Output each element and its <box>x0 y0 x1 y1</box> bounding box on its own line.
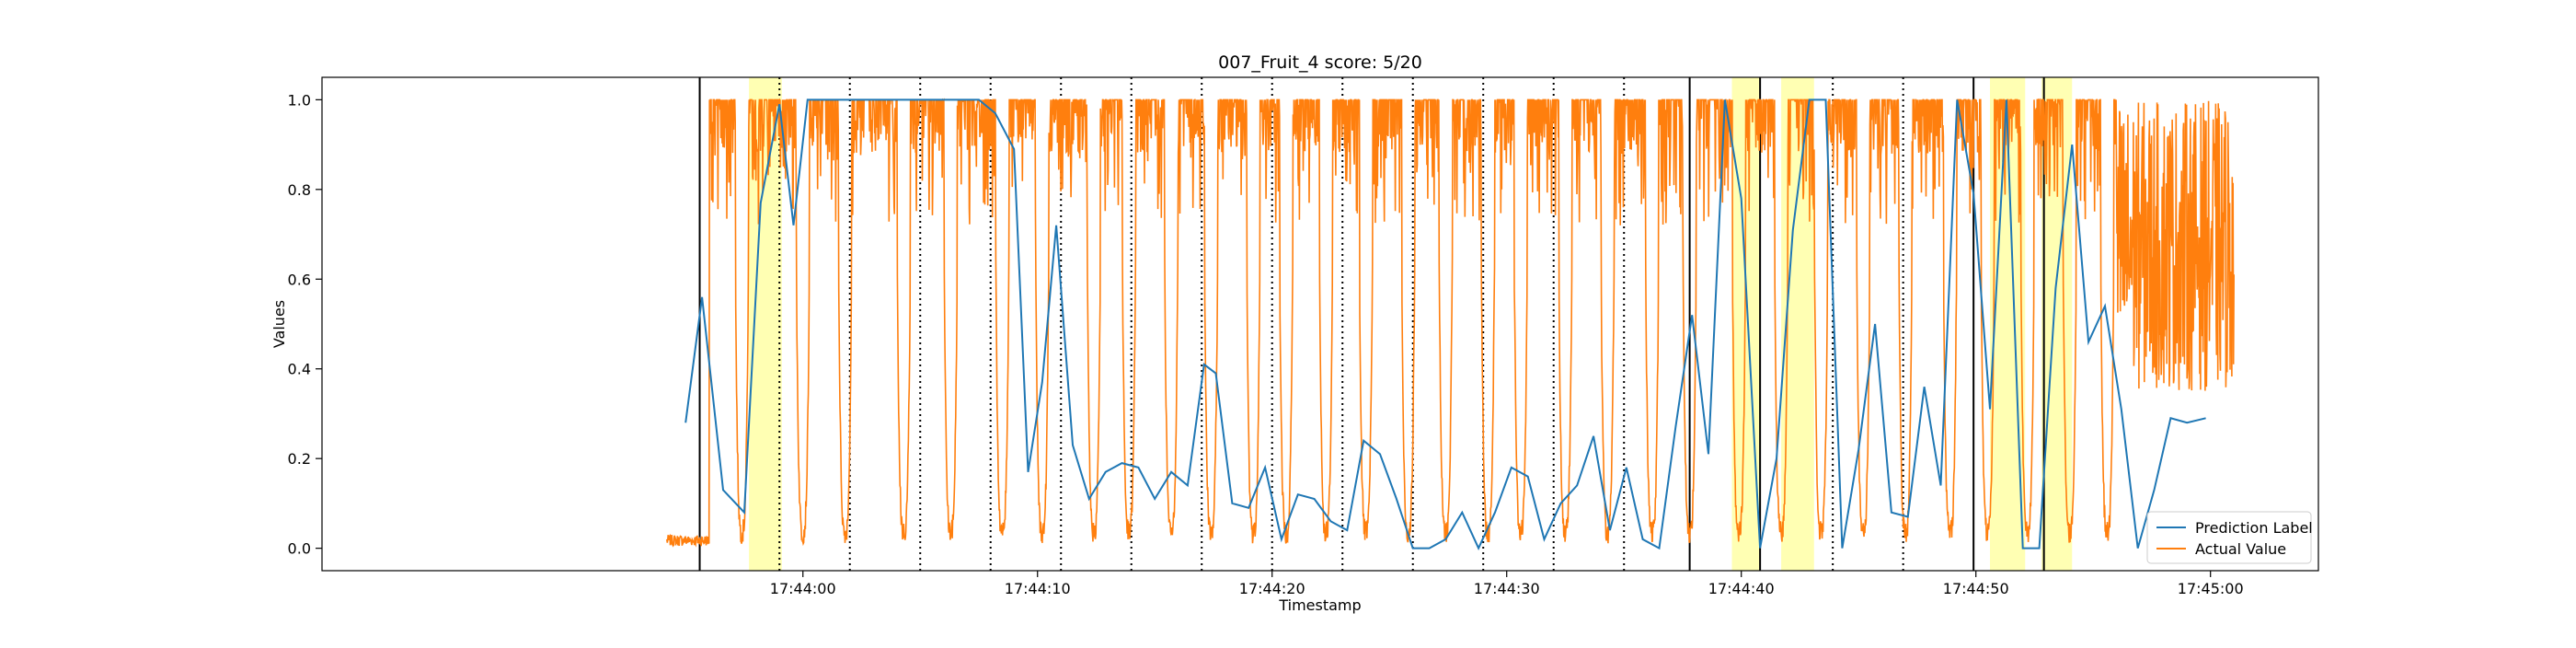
series-lines <box>666 98 2235 550</box>
y-axis-ticks: 0.0 0.2 0.4 0.6 0.8 1.0 <box>288 91 322 558</box>
y-tick-label: 1.0 <box>288 91 311 109</box>
plot-frame <box>321 76 2319 572</box>
x-tick-label: 17:44:20 <box>1239 580 1305 597</box>
x-tick-label: 17:44:10 <box>1005 580 1071 597</box>
legend-label-prediction: Prediction Label <box>2195 519 2313 537</box>
legend-label-actual: Actual Value <box>2195 540 2286 558</box>
y-tick-label: 0.8 <box>288 181 311 199</box>
y-tick-label: 0.0 <box>288 540 311 558</box>
series-line-prediction-label <box>684 98 2206 550</box>
y-axis-label: Values <box>270 300 288 348</box>
chart-title: 007_Fruit_4 score: 5/20 <box>1218 52 1422 73</box>
y-tick-label: 0.2 <box>288 450 311 468</box>
x-tick-label: 17:45:00 <box>2178 580 2244 597</box>
y-tick-label: 0.6 <box>288 271 311 288</box>
x-tick-label: 17:44:00 <box>770 580 836 597</box>
y-tick-label: 0.4 <box>288 361 311 378</box>
x-tick-label: 17:44:40 <box>1708 580 1775 597</box>
x-tick-label: 17:44:30 <box>1474 580 1540 597</box>
legend: Prediction Label Actual Value <box>2146 511 2313 564</box>
x-axis-label: Timestamp <box>1278 596 1361 614</box>
legend-box <box>2146 511 2312 564</box>
x-axis-ticks: 17:44:00 17:44:10 17:44:20 17:44:30 17:44:40… <box>770 571 2244 597</box>
x-tick-label: 17:44:50 <box>1943 580 2009 597</box>
